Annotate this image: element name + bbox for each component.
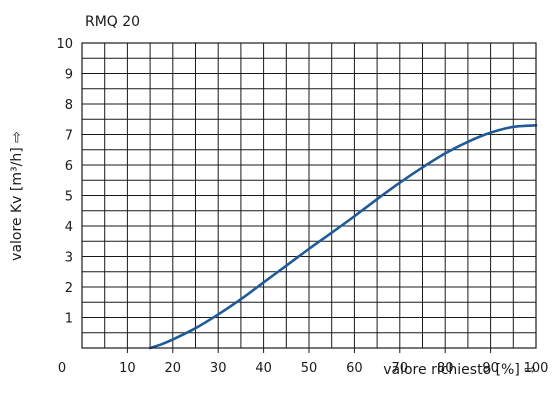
axes xyxy=(81,42,537,349)
x-tick-label: 40 xyxy=(255,361,272,376)
x-tick-label: 20 xyxy=(165,361,182,376)
x-tick-label: 10 xyxy=(119,361,136,376)
series-line xyxy=(148,124,538,350)
y-axis-label: valore Kv [m³/h] ⇨ xyxy=(9,131,25,261)
x-axis-label: valore richiesto [%] ⇨ xyxy=(383,362,536,378)
x-tick-label: 100 xyxy=(524,361,549,376)
plot-frame xyxy=(81,42,537,349)
y-tick-label: 2 xyxy=(65,281,73,296)
y-tick-label: 10 xyxy=(56,37,73,52)
y-tick-label: 4 xyxy=(65,220,73,235)
y-tick-label: 6 xyxy=(65,159,73,174)
x-tick-label: 80 xyxy=(437,361,454,376)
x-tick-label: 70 xyxy=(392,361,409,376)
y-tick-label: 7 xyxy=(65,129,73,144)
series-layer xyxy=(148,124,538,350)
y-tick-label: 9 xyxy=(65,68,73,83)
x-tick-label: 60 xyxy=(346,361,363,376)
y-tick-label: 8 xyxy=(65,98,73,113)
y-tick-label: 3 xyxy=(65,251,73,266)
chart-title: RMQ 20 xyxy=(85,14,140,30)
x-tick-label: 0 xyxy=(58,361,66,376)
grid xyxy=(82,43,536,353)
x-tick-label: 90 xyxy=(482,361,499,376)
labels: RMQ 20 valore richiesto [%] ⇨ valore Kv … xyxy=(9,14,548,378)
y-tick-label: 1 xyxy=(65,312,73,327)
y-tick-label: 5 xyxy=(65,190,73,205)
x-tick-label: 50 xyxy=(301,361,318,376)
x-tick-label: 30 xyxy=(210,361,227,376)
